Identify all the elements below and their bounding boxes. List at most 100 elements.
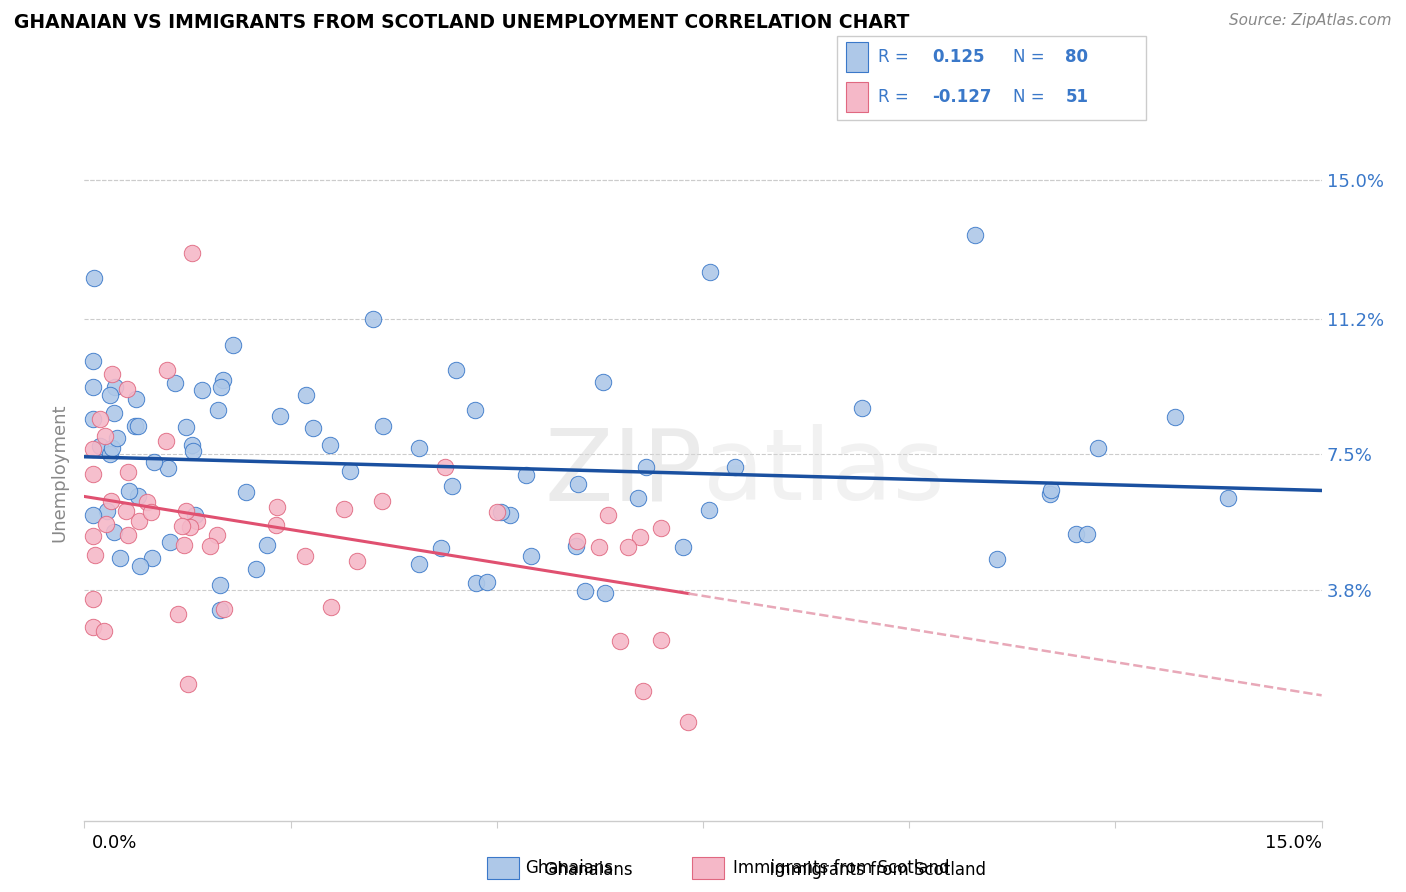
Point: [104, 380, 127, 394]
Point: [485, 505, 508, 519]
Point: [212, 601, 235, 615]
Text: R =: R =: [879, 48, 914, 66]
Point: [1163, 410, 1185, 425]
Point: [477, 575, 499, 590]
Point: [180, 246, 202, 260]
Point: [266, 500, 288, 515]
Point: [180, 437, 202, 451]
Point: [520, 549, 543, 564]
Point: [163, 376, 186, 390]
Text: ZIP: ZIP: [544, 425, 703, 521]
Point: [333, 502, 356, 516]
Point: [128, 559, 150, 574]
Point: [170, 519, 193, 533]
Point: [1087, 442, 1109, 456]
Point: [986, 551, 1008, 566]
Point: [965, 227, 987, 242]
Point: [489, 505, 512, 519]
Point: [186, 514, 208, 528]
Text: GHANAIAN VS IMMIGRANTS FROM SCOTLAND UNEMPLOYMENT CORRELATION CHART: GHANAIAN VS IMMIGRANTS FROM SCOTLAND UNE…: [14, 13, 910, 32]
Point: [1218, 491, 1240, 505]
Y-axis label: Unemployment: Unemployment: [51, 403, 69, 542]
Point: [567, 476, 589, 491]
Point: [177, 677, 200, 691]
Point: [103, 406, 125, 420]
Point: [107, 431, 129, 445]
Point: [82, 619, 104, 633]
Point: [127, 489, 149, 503]
Text: N =: N =: [1012, 87, 1050, 105]
Point: [408, 557, 430, 571]
Point: [100, 494, 122, 508]
Point: [408, 441, 430, 455]
Text: Ghanaians: Ghanaians: [526, 859, 613, 877]
Point: [118, 483, 141, 498]
Text: 51: 51: [1066, 87, 1088, 105]
Point: [433, 460, 456, 475]
Point: [616, 540, 638, 554]
Point: [82, 379, 104, 393]
Point: [156, 363, 179, 377]
Text: 0.125: 0.125: [932, 48, 986, 66]
Point: [207, 402, 229, 417]
Point: [851, 401, 873, 416]
Text: R =: R =: [879, 87, 914, 105]
Point: [208, 602, 231, 616]
Point: [82, 467, 104, 481]
Point: [301, 421, 323, 435]
Point: [256, 538, 278, 552]
Point: [155, 434, 177, 449]
Point: [628, 530, 651, 544]
Point: [174, 419, 197, 434]
Point: [212, 373, 235, 387]
Point: [135, 495, 157, 509]
Point: [124, 392, 146, 406]
Point: [82, 353, 104, 368]
Point: [499, 508, 522, 522]
Point: [108, 550, 131, 565]
Point: [609, 633, 631, 648]
Point: [464, 403, 486, 417]
Text: Immigrants from Scotland: Immigrants from Scotland: [733, 859, 949, 877]
Point: [269, 409, 291, 423]
Point: [117, 465, 139, 479]
Text: -0.127: -0.127: [932, 87, 993, 105]
Point: [574, 584, 596, 599]
Bar: [488, 857, 519, 879]
Point: [295, 387, 318, 401]
Point: [371, 419, 394, 434]
Point: [124, 419, 146, 434]
Point: [440, 479, 463, 493]
Point: [209, 380, 232, 394]
Point: [697, 503, 720, 517]
Point: [672, 540, 695, 554]
Point: [1040, 483, 1063, 498]
Text: atlas: atlas: [703, 425, 945, 521]
Point: [93, 429, 115, 443]
Point: [627, 491, 650, 505]
Point: [96, 503, 118, 517]
Point: [208, 577, 231, 591]
Point: [235, 484, 257, 499]
Point: [83, 270, 105, 285]
Point: [631, 684, 654, 698]
Text: Immigrants from Scotland: Immigrants from Scotland: [759, 861, 986, 879]
Point: [339, 464, 361, 478]
Text: N =: N =: [1012, 48, 1050, 66]
Point: [634, 459, 657, 474]
Point: [127, 418, 149, 433]
Point: [179, 519, 201, 533]
Point: [89, 439, 111, 453]
Point: [82, 412, 104, 426]
Point: [98, 447, 121, 461]
Point: [82, 442, 104, 457]
Point: [128, 514, 150, 528]
Point: [184, 508, 207, 523]
Point: [361, 312, 384, 326]
Point: [143, 455, 166, 469]
Point: [94, 516, 117, 531]
Point: [167, 607, 190, 622]
Point: [157, 461, 180, 475]
Point: [1039, 486, 1062, 500]
Text: 15.0%: 15.0%: [1264, 834, 1322, 852]
